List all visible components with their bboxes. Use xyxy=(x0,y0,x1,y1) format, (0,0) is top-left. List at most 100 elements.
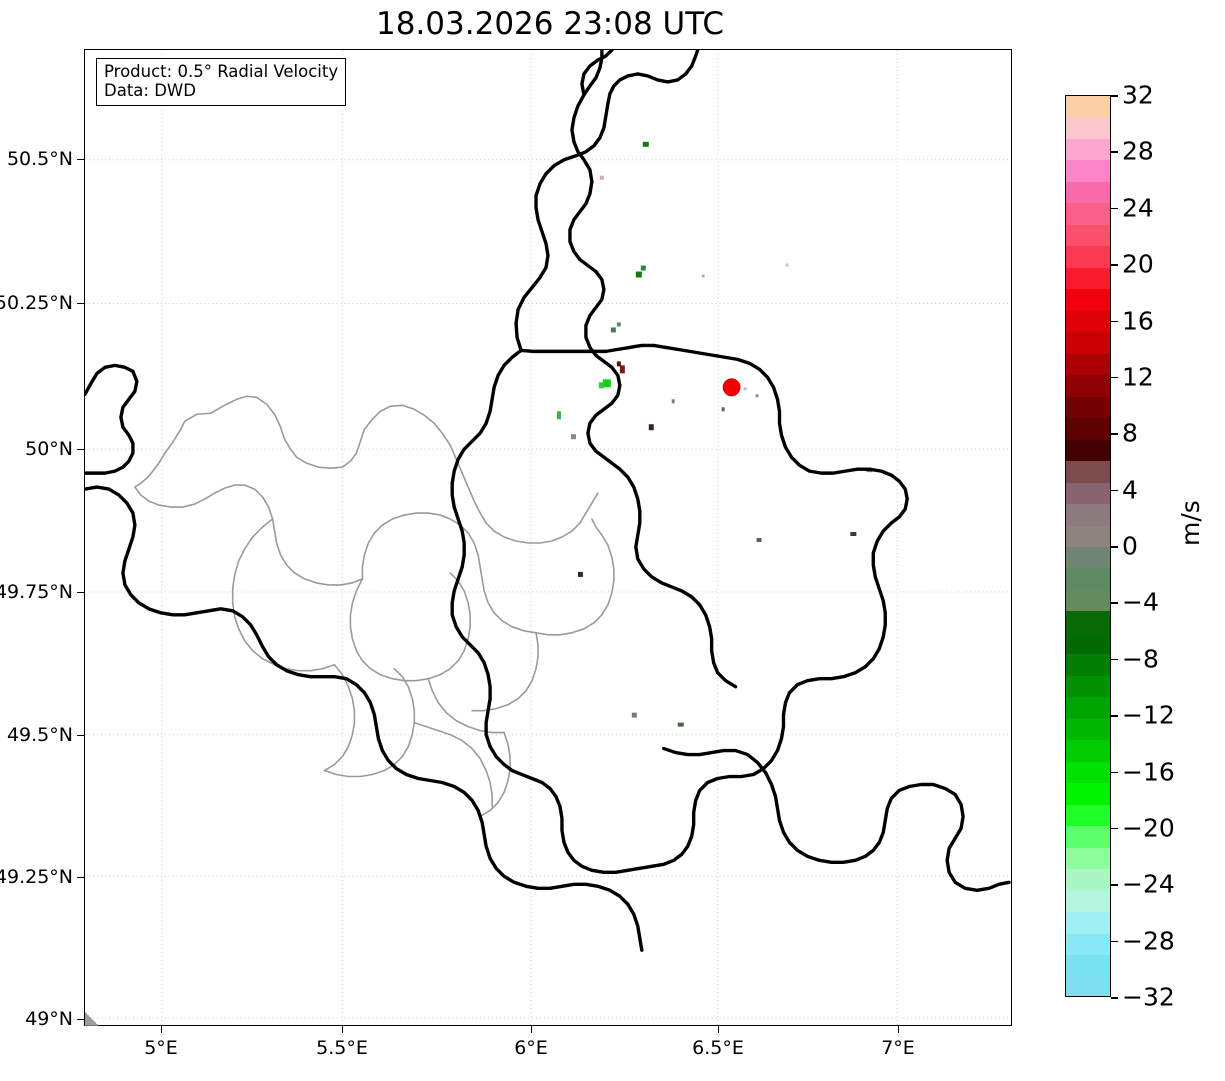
colorbar-tick-mark xyxy=(1111,489,1118,492)
colorbar-band xyxy=(1066,718,1110,741)
xtick-mark xyxy=(342,1026,344,1033)
ytick-mark xyxy=(77,159,84,161)
corner-artifact xyxy=(85,1012,99,1026)
xtick-mark xyxy=(531,1026,533,1033)
colorbar-band xyxy=(1066,117,1110,140)
neighbouring-borders xyxy=(85,50,1011,952)
ytick-label-49-25n: 49.25°N xyxy=(0,866,73,888)
colorbar-tick-mark xyxy=(1111,715,1118,717)
colorbar-band xyxy=(1066,396,1110,419)
ytick-label-50n: 50°N xyxy=(25,438,73,460)
colorbar-band xyxy=(1066,976,1110,996)
colorbar-band xyxy=(1066,568,1110,591)
colorbar-band xyxy=(1066,138,1110,162)
colorbar-band xyxy=(1066,783,1110,806)
colorbar-tick-label: −16 xyxy=(1122,757,1175,786)
colorbar-tick-mark xyxy=(1111,433,1118,435)
info-box: Product: 0.5° Radial Velocity Data: DWD xyxy=(96,58,347,106)
colorbar-band xyxy=(1066,310,1110,333)
colorbar-tick-mark xyxy=(1111,940,1118,943)
colorbar-band xyxy=(1066,267,1110,290)
colorbar-tick-mark xyxy=(1111,320,1118,322)
xtick-label-5e: 5°E xyxy=(144,1037,178,1059)
colorbar-tick-label: 8 xyxy=(1122,418,1138,448)
colorbar-band xyxy=(1066,804,1110,827)
ytick-mark xyxy=(77,303,84,305)
colorbar-tick-label: −8 xyxy=(1122,644,1159,674)
colorbar-unit-label: m/s xyxy=(1176,500,1205,546)
colorbar-band xyxy=(1066,912,1110,935)
colorbar-band xyxy=(1066,461,1110,484)
colorbar-band xyxy=(1066,740,1110,763)
colorbar-tick-label: 12 xyxy=(1122,362,1154,392)
xtick-label-5-5e: 5.5°E xyxy=(316,1037,368,1059)
colorbar-band xyxy=(1066,203,1110,226)
colorbar-band xyxy=(1066,589,1110,613)
radar-echo-pixels xyxy=(556,141,873,727)
colorbar-band xyxy=(1066,504,1110,527)
colorbar-tick-mark xyxy=(1111,264,1118,266)
colorbar-band xyxy=(1066,332,1110,355)
colorbar-band xyxy=(1066,353,1110,376)
xtick-mark xyxy=(718,1026,720,1033)
colorbar-band xyxy=(1066,181,1110,205)
colorbar-tick-label: −24 xyxy=(1122,869,1175,899)
info-data-line: Data: DWD xyxy=(104,81,196,101)
colorbar-tick-mark xyxy=(1111,151,1118,153)
colorbar-tick-mark xyxy=(1111,997,1118,999)
strong-echo-marker xyxy=(722,378,741,397)
colorbar-band xyxy=(1066,890,1110,913)
colorbar-tick-mark xyxy=(1111,658,1118,661)
ytick-label-49n: 49°N xyxy=(25,1008,73,1030)
xtick-mark xyxy=(898,1026,900,1033)
ytick-mark xyxy=(77,735,84,737)
colorbar-tick-label: 16 xyxy=(1122,306,1154,335)
colorbar-band xyxy=(1066,375,1110,398)
colorbar-band xyxy=(1066,955,1110,978)
colorbar-tick-label: −28 xyxy=(1122,926,1175,956)
colorbar-tick-label: 20 xyxy=(1122,249,1154,279)
info-product-line: Product: 0.5° Radial Velocity xyxy=(104,62,339,81)
colorbar-tick-mark xyxy=(1111,95,1118,97)
colorbar-band xyxy=(1066,289,1110,312)
map-plot-area[interactable]: Product: 0.5° Radial Velocity Data: DWD xyxy=(84,49,1012,1026)
page-title: 18.03.2026 23:08 UTC xyxy=(376,6,724,42)
colorbar-band xyxy=(1066,525,1110,548)
colorbar-tick-label: 24 xyxy=(1122,193,1154,223)
gridlines xyxy=(85,50,1011,1025)
colorbar-band xyxy=(1066,675,1110,699)
colorbar-tick-mark xyxy=(1111,827,1118,830)
colorbar[interactable] xyxy=(1065,95,1111,997)
luxembourg-canton-borders xyxy=(134,395,615,818)
map-canvas xyxy=(85,50,1011,1025)
colorbar-tick-label: 32 xyxy=(1122,80,1154,110)
colorbar-tick-mark xyxy=(1111,546,1118,548)
ytick-label-49-5n: 49.5°N xyxy=(6,724,73,746)
ytick-mark xyxy=(77,592,84,594)
ytick-mark xyxy=(77,1019,84,1021)
colorbar-band xyxy=(1066,697,1110,720)
colorbar-tick-label: 0 xyxy=(1122,531,1138,561)
xtick-label-6e: 6°E xyxy=(514,1037,548,1059)
colorbar-tick-mark xyxy=(1111,884,1118,886)
xtick-label-6-5e: 6.5°E xyxy=(692,1037,744,1059)
colorbar-tick-label: −12 xyxy=(1122,700,1175,730)
ytick-label-50-25n: 50.25°N xyxy=(0,292,73,314)
colorbar-band xyxy=(1066,826,1110,849)
colorbar-tick-label: 28 xyxy=(1122,136,1154,166)
colorbar-band xyxy=(1066,224,1110,248)
colorbar-band xyxy=(1066,869,1110,892)
ytick-label-49-75n: 49.75°N xyxy=(0,581,73,603)
colorbar-band xyxy=(1066,96,1110,119)
colorbar-tick-mark xyxy=(1111,602,1118,604)
colorbar-band xyxy=(1066,482,1110,505)
colorbar-tick-label: −4 xyxy=(1122,587,1159,617)
xtick-mark xyxy=(161,1026,163,1033)
xtick-label-7e: 7°E xyxy=(881,1037,915,1059)
colorbar-band xyxy=(1066,246,1110,269)
colorbar-band xyxy=(1066,847,1110,870)
colorbar-tick-mark xyxy=(1111,207,1118,210)
colorbar-tick-mark xyxy=(1111,376,1118,379)
ytick-mark xyxy=(77,877,84,879)
